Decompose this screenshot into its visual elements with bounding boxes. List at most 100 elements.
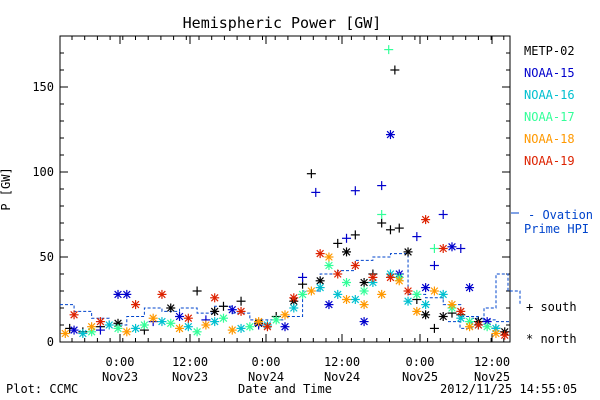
marker-stroke <box>421 300 430 309</box>
data-point-north <box>236 306 246 316</box>
marker-stroke <box>492 329 500 338</box>
legend-north: * north <box>526 332 577 346</box>
data-point-north <box>342 295 352 304</box>
data-point-north <box>87 322 97 332</box>
data-point-south <box>311 187 321 197</box>
data-point-north <box>394 276 404 286</box>
data-point-north <box>113 289 123 299</box>
marker-stroke <box>184 314 193 322</box>
y-tick-label: 50 <box>40 250 54 264</box>
y-axis-label: P [GW] <box>0 167 13 210</box>
data-point-north <box>438 244 448 253</box>
marker-stroke <box>386 130 395 139</box>
marker-stroke <box>413 307 421 316</box>
legend-item: NOAA-17 <box>524 110 575 124</box>
marker-stroke <box>333 270 342 278</box>
marker-stroke <box>351 261 360 270</box>
legend-item: NOAA-16 <box>524 88 575 102</box>
marker-stroke <box>386 273 395 282</box>
data-point-north <box>456 306 466 316</box>
data-point-north <box>69 310 79 320</box>
x-axis-label: Date and Time <box>238 382 332 396</box>
data-point-south <box>429 244 439 253</box>
marker-stroke <box>316 277 324 285</box>
data-point-north <box>447 300 457 310</box>
x-tick-label-time: 12:00 <box>474 355 510 369</box>
marker-stroke <box>298 290 307 299</box>
marker-stroke <box>272 316 281 324</box>
data-point-north <box>324 261 334 270</box>
data-point-south <box>377 181 387 191</box>
marker-stroke <box>333 290 342 299</box>
data-point-north <box>280 322 290 332</box>
marker-stroke <box>421 311 430 319</box>
marker-stroke <box>61 329 70 338</box>
legend-south: + south <box>526 300 577 314</box>
data-point-north <box>403 296 413 306</box>
marker-stroke <box>122 328 131 336</box>
ovation-line <box>60 253 510 326</box>
marker-stroke <box>166 319 175 328</box>
marker-stroke <box>369 273 377 282</box>
data-point-north <box>227 305 237 315</box>
data-point-north <box>368 272 378 282</box>
data-point-south <box>394 223 404 233</box>
x-tick-label-date: Nov25 <box>402 370 438 384</box>
data-point-south <box>384 45 394 55</box>
data-point-north <box>403 247 413 257</box>
data-point-north <box>113 323 123 333</box>
data-point-north <box>262 322 272 332</box>
data-point-north <box>447 242 457 252</box>
marker-stroke <box>175 312 184 321</box>
data-point-south <box>306 169 316 179</box>
marker-stroke <box>377 290 386 299</box>
marker-stroke <box>228 305 237 314</box>
data-point-south <box>390 65 400 75</box>
marker-stroke <box>114 290 122 299</box>
data-point-north <box>289 293 299 303</box>
marker-stroke <box>465 283 474 292</box>
data-point-north <box>429 286 439 296</box>
data-point-north <box>183 313 193 323</box>
data-point-north <box>412 289 422 299</box>
marker-stroke <box>210 307 219 316</box>
data-point-north <box>473 320 483 330</box>
marker-stroke <box>166 304 175 312</box>
data-point-north <box>139 320 149 330</box>
marker-stroke <box>281 322 289 331</box>
marker-stroke <box>351 295 360 304</box>
data-point-north <box>342 247 352 257</box>
marker-stroke <box>342 278 351 287</box>
marker-stroke <box>70 311 78 319</box>
y-tick-label: 100 <box>32 165 54 179</box>
marker-stroke <box>228 326 237 334</box>
marker-stroke <box>158 317 166 326</box>
marker-stroke <box>360 287 368 295</box>
data-point-north <box>456 313 466 323</box>
data-point-north <box>104 320 114 330</box>
footer-left: Plot: CCMC <box>6 382 78 396</box>
marker-stroke <box>342 248 351 256</box>
marker-stroke <box>456 307 465 316</box>
data-point-north <box>175 323 185 333</box>
data-point-north <box>210 306 220 316</box>
data-point-north <box>324 300 334 310</box>
data-point-north <box>69 325 79 335</box>
marker-stroke <box>219 314 228 322</box>
data-point-south <box>350 186 360 196</box>
marker-stroke <box>360 278 368 287</box>
marker-stroke <box>474 321 483 329</box>
data-point-north <box>350 261 360 270</box>
data-point-north <box>350 295 360 304</box>
data-point-north <box>324 252 334 262</box>
data-point-north <box>438 289 448 299</box>
marker-stroke <box>421 215 430 224</box>
data-point-north <box>175 312 185 321</box>
data-point-north <box>359 286 369 296</box>
x-tick-label-date: Nov23 <box>102 370 138 384</box>
y-tick-label: 0 <box>47 335 54 349</box>
chart-title: Hemispheric Power [GW] <box>183 14 382 32</box>
y-tick-label: 150 <box>32 80 54 94</box>
data-point-north <box>192 327 202 337</box>
data-point-north <box>342 278 352 287</box>
